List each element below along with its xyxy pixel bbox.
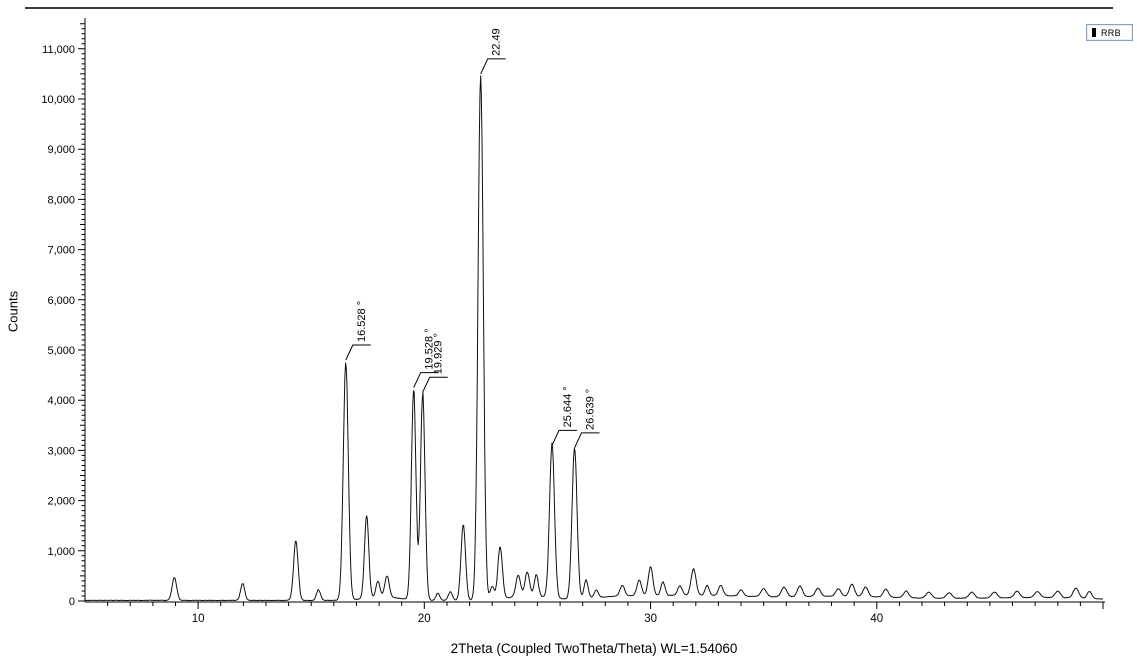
legend-series-label: RRB xyxy=(1101,27,1121,38)
x-axis-ticks xyxy=(107,602,1104,609)
peak-annotation-leader xyxy=(413,372,439,388)
y-tick-label: 3,000 xyxy=(47,445,75,457)
series-bar-icon xyxy=(1092,28,1096,37)
y-tick-label: 6,000 xyxy=(47,295,75,307)
y-tick-label: 4,000 xyxy=(47,395,75,407)
x-tick-label: 20 xyxy=(418,613,431,625)
peak-annotation-label: 16.528 ° xyxy=(356,301,368,342)
x-tick-label: 30 xyxy=(644,613,657,625)
y-tick-label: 5,000 xyxy=(47,345,75,357)
peak-annotation-label: 22.49 xyxy=(491,28,503,56)
y-tick-label: 8,000 xyxy=(47,194,75,206)
peak-annotation-leader xyxy=(422,376,448,393)
peak-annotation-label: 19.929 ° xyxy=(433,333,445,374)
x-tick-label: 10 xyxy=(192,613,205,625)
peak-annotation-leader xyxy=(345,344,371,361)
y-tick-label: 10,000 xyxy=(41,94,75,106)
y-tick-label: 2,000 xyxy=(47,496,75,508)
peak-annotation-leader xyxy=(551,429,577,446)
x-tick-label: 40 xyxy=(870,613,883,625)
x-axis-title: 2Theta (Coupled TwoTheta/Theta) WL=1.540… xyxy=(450,641,738,656)
peak-annotation-label: 25.644 ° xyxy=(562,386,574,427)
legend-box[interactable]: RRB xyxy=(1086,24,1133,41)
peak-annotation-label: 26.639 ° xyxy=(585,389,597,430)
diffractogram-trace xyxy=(84,75,1104,602)
y-axis-ticks xyxy=(78,23,85,602)
y-tick-label: 9,000 xyxy=(47,144,75,156)
y-tick-label: 0 xyxy=(69,596,75,608)
y-tick-label: 11,000 xyxy=(42,44,75,56)
y-tick-label: 1,000 xyxy=(47,546,75,558)
y-tick-label: 7,000 xyxy=(47,245,75,257)
window-top-border xyxy=(25,7,1113,9)
peak-annotation-leader xyxy=(574,432,600,449)
peak-annotation-leader xyxy=(480,58,506,75)
peak-annotation-label: 19.528 ° xyxy=(424,328,436,369)
